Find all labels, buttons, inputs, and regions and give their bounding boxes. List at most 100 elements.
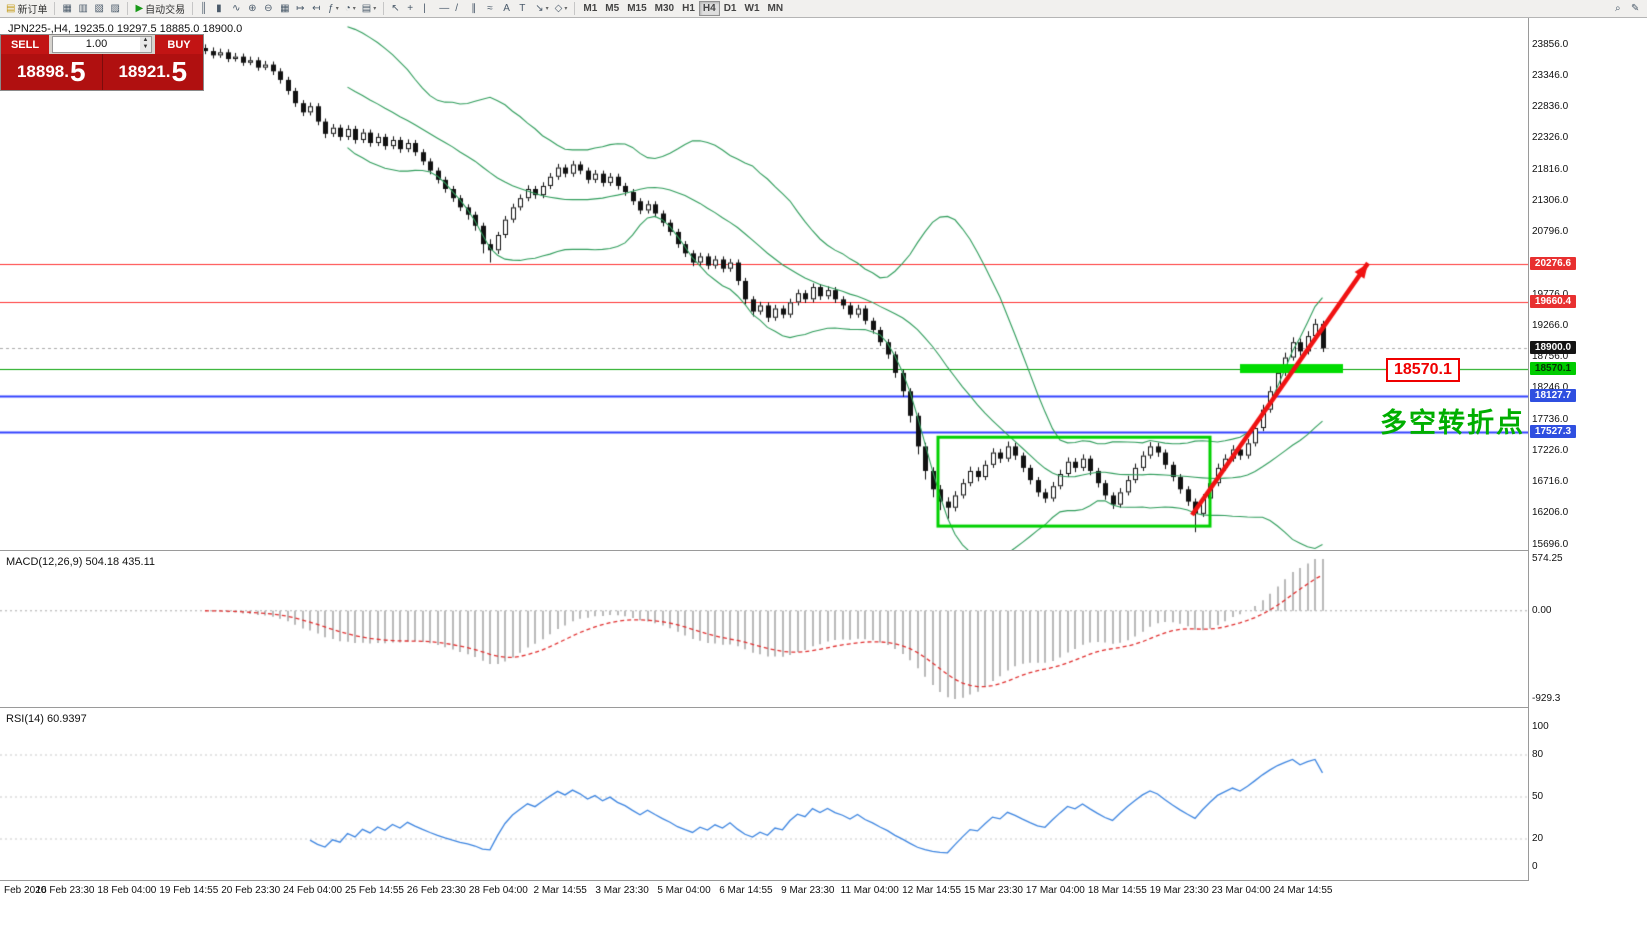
cursor-icon[interactable]: ↖ bbox=[388, 1, 404, 16]
chevron-down-icon: ▾ bbox=[545, 6, 549, 12]
bar-chart-icon: ║ bbox=[200, 3, 208, 14]
sell-price[interactable]: 18898. 5 bbox=[1, 54, 103, 90]
price-tag: 18127.7 bbox=[1530, 388, 1576, 402]
price-tag: 17527.3 bbox=[1530, 425, 1576, 439]
volume-down-button[interactable]: ▼ bbox=[142, 44, 149, 50]
timeframe-mn-button[interactable]: MN bbox=[764, 1, 788, 16]
line-chart-icon[interactable]: ∿ bbox=[229, 1, 245, 16]
timeframe-m5-button[interactable]: M5 bbox=[601, 1, 623, 16]
zoom-in-icon[interactable]: ⊕ bbox=[245, 1, 261, 16]
time-axis[interactable]: Feb 2020 16 Feb 23:30 18 Feb 04:00 19 Feb 1… bbox=[0, 881, 1578, 903]
arrows-icon[interactable]: ↘ ▾ bbox=[532, 1, 551, 16]
time-tick: 12 Mar 14:55 bbox=[902, 885, 962, 896]
timeframe-m15-button[interactable]: M15 bbox=[623, 1, 650, 16]
data-window-icon[interactable]: ▥ bbox=[75, 1, 91, 16]
navigator-icon[interactable]: ▧ bbox=[91, 1, 107, 16]
label-icon[interactable]: T bbox=[516, 1, 532, 16]
timeframe-m30-button[interactable]: M30 bbox=[651, 1, 678, 16]
play-icon: ▶ bbox=[135, 3, 144, 14]
auto-scroll-icon[interactable]: ↦ bbox=[293, 1, 309, 16]
crosshair-icon[interactable]: + bbox=[404, 1, 420, 16]
chevron-down-icon: ▾ bbox=[352, 6, 356, 12]
tile-windows-icon[interactable]: ▦ bbox=[277, 1, 293, 16]
vertical-line-icon[interactable]: | bbox=[420, 1, 436, 16]
price-axis-tick: 17736.0 bbox=[1532, 413, 1569, 425]
periods-icon[interactable]: ◔ ▾ bbox=[342, 1, 359, 16]
price-axis-tick: 18246.0 bbox=[1532, 382, 1569, 394]
sell-price-main: 18898. bbox=[16, 62, 69, 81]
panel-divider[interactable] bbox=[0, 707, 1578, 708]
chart-ohlc-info: JPN225-,H4, 19235.0 19297.5 18885.0 1890… bbox=[8, 23, 243, 35]
timeframe-h4-button[interactable]: H4 bbox=[698, 1, 720, 16]
edit-icon[interactable]: ✎ bbox=[1628, 1, 1644, 16]
candlestick-chart-icon: ▮ bbox=[216, 3, 222, 14]
time-tick: 19 Feb 14:55 bbox=[159, 885, 219, 896]
text-icon[interactable]: A bbox=[500, 1, 516, 16]
timeframe-group: M1 M5 M15 M30 H1 H4 D1 W1 MN bbox=[579, 1, 787, 16]
rsi-axis-tick: 50 bbox=[1532, 791, 1544, 802]
trade-prices-row: 18898. 5 18921. 5 bbox=[1, 54, 203, 90]
templates-icon[interactable]: ▤ ▾ bbox=[359, 1, 379, 16]
new-order-label: 新订单 bbox=[17, 5, 48, 16]
price-axis[interactable]: 23856.0 23346.0 22836.0 22326.0 21816.0 21306… bbox=[1529, 18, 1578, 900]
macd-axis-tick: -929.3 bbox=[1532, 693, 1561, 704]
separator bbox=[574, 2, 576, 15]
time-tick: 25 Feb 14:55 bbox=[345, 885, 404, 896]
timeframe-w1-button[interactable]: W1 bbox=[741, 1, 764, 16]
price-axis-tick: 23856.0 bbox=[1532, 38, 1569, 50]
zoom-out-icon[interactable]: ⊖ bbox=[261, 1, 277, 16]
price-axis-tick: 20796.0 bbox=[1532, 226, 1569, 238]
separator bbox=[383, 2, 385, 15]
time-tick: 2 Mar 14:55 bbox=[533, 885, 587, 896]
time-tick: 6 Mar 14:55 bbox=[719, 885, 773, 896]
buy-button[interactable]: BUY bbox=[155, 35, 203, 54]
new-order-button[interactable]: ▤ 新订单 bbox=[3, 1, 50, 16]
price-axis-tick: 16716.0 bbox=[1532, 476, 1569, 488]
volume-stepper[interactable]: 1.00 ▲ ▼ bbox=[52, 36, 152, 53]
terminal-icon[interactable]: ▨ bbox=[107, 1, 123, 16]
panel-divider bbox=[0, 880, 1578, 881]
bar-chart-icon[interactable]: ║ bbox=[197, 1, 213, 16]
main-chart-canvas[interactable] bbox=[0, 18, 1528, 550]
candlestick-chart-icon[interactable]: ▮ bbox=[213, 1, 229, 16]
templates-icon: ▤ bbox=[361, 3, 372, 14]
buy-price[interactable]: 18921. 5 bbox=[103, 54, 204, 90]
zoom-in-icon: ⊕ bbox=[248, 3, 257, 14]
chart-shift-icon[interactable]: ↤ bbox=[309, 1, 325, 16]
fibonacci-icon: ≈ bbox=[487, 3, 493, 14]
macd-panel-canvas[interactable] bbox=[0, 551, 1528, 707]
time-tick: 16 Feb 23:30 bbox=[35, 885, 95, 896]
price-axis-tick: 22326.0 bbox=[1532, 132, 1569, 144]
rsi-panel-canvas[interactable] bbox=[0, 708, 1528, 880]
panel-divider[interactable] bbox=[0, 550, 1578, 551]
market-watch-icon[interactable]: ▦ bbox=[59, 1, 75, 16]
separator bbox=[54, 2, 56, 15]
timeframe-h1-button[interactable]: H1 bbox=[678, 1, 699, 16]
price-axis-tick: 21816.0 bbox=[1532, 163, 1569, 175]
indicators-icon[interactable]: ƒ ▾ bbox=[325, 1, 342, 16]
horizontal-line-icon[interactable]: — bbox=[436, 1, 452, 16]
time-tick: 19 Mar 23:30 bbox=[1149, 885, 1209, 896]
rsi-axis-tick: 100 bbox=[1532, 721, 1549, 732]
price-axis-tick: 15696.0 bbox=[1532, 538, 1569, 550]
chart-shift-icon: ↤ bbox=[312, 3, 321, 14]
trendline-icon[interactable]: / bbox=[452, 1, 468, 16]
new-order-icon: ▤ bbox=[6, 3, 16, 14]
search-icon[interactable]: ⌕ bbox=[1612, 1, 1628, 16]
equidistant-channel-icon[interactable]: ∥ bbox=[468, 1, 484, 16]
timeframe-d1-button[interactable]: D1 bbox=[720, 1, 741, 16]
timeframe-m1-button[interactable]: M1 bbox=[579, 1, 601, 16]
time-tick: Feb 2020 bbox=[4, 885, 47, 896]
sell-button[interactable]: SELL bbox=[1, 35, 49, 54]
shapes-icon[interactable]: ◇ ▾ bbox=[552, 1, 571, 16]
price-axis-tick: 22836.0 bbox=[1532, 101, 1569, 113]
equidistant-channel-icon: ∥ bbox=[471, 3, 477, 14]
volume-up-button[interactable]: ▲ bbox=[142, 37, 149, 43]
separator bbox=[192, 2, 194, 15]
crosshair-icon: + bbox=[407, 3, 414, 14]
toolbar: ▤ 新订单 ▦ ▥ ▧ ▨ ▶ 自动交易 ║ ▮ ∿ ⊕ ⊖ ▦ ↦ ↤ ƒ ▾ ◔ ▾ ▤ ▾ ↖ + | — / ∥ ≈… bbox=[0, 0, 1647, 18]
fibonacci-icon[interactable]: ≈ bbox=[484, 1, 500, 16]
autotrade-button[interactable]: ▶ 自动交易 bbox=[132, 1, 188, 16]
tile-windows-icon: ▦ bbox=[280, 3, 290, 14]
buy-price-big-digit: 5 bbox=[171, 56, 188, 87]
